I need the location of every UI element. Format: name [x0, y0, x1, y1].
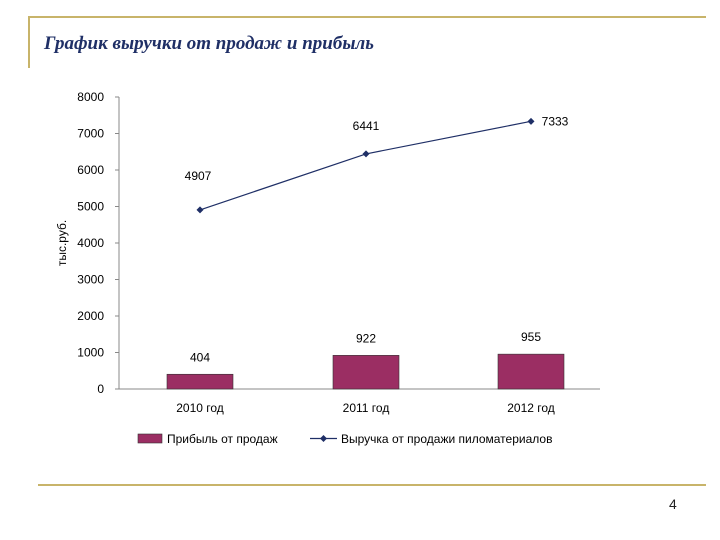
frame-bottom-line [38, 484, 706, 486]
bar [497, 353, 565, 390]
x-tick-label: 2010 год [176, 401, 224, 415]
page-number: 4 [669, 496, 677, 512]
legend-label-line: Выручка от продажи пиломатериалов [341, 432, 552, 446]
legend-swatch-bar [137, 433, 163, 444]
legend-label-bar: Прибыль от продаж [167, 432, 278, 446]
y-axis-title: тыс.руб. [55, 220, 69, 266]
y-tick-label: 1000 [77, 346, 104, 360]
frame-left-line [28, 16, 30, 68]
line-data-label: 6441 [353, 119, 380, 133]
y-tick-label: 2000 [77, 309, 104, 323]
bar-data-label: 404 [190, 350, 210, 364]
x-tick-label: 2011 год [343, 401, 390, 415]
frame-top-line [28, 16, 706, 18]
y-tick-label: 7000 [77, 127, 104, 141]
slide-title: График выручки от продаж и прибыль [44, 33, 374, 54]
line-point [527, 117, 535, 125]
x-tick-label: 2012 год [507, 401, 555, 415]
y-tick-label: 5000 [77, 200, 104, 214]
bar-data-label: 922 [356, 331, 376, 345]
y-tick-label: 0 [97, 382, 104, 396]
line-data-label: 4907 [185, 169, 212, 183]
bar [166, 373, 234, 390]
y-tick-label: 3000 [77, 273, 104, 287]
line-point [196, 206, 204, 214]
line-series-path [199, 120, 532, 211]
line-data-label: 7333 [542, 114, 569, 128]
bar-data-label: 955 [521, 330, 541, 344]
y-tick-label: 8000 [77, 90, 104, 104]
y-tick-label: 4000 [77, 236, 104, 250]
line-point [362, 150, 370, 158]
y-tick-label: 6000 [77, 163, 104, 177]
legend-swatch-marker [320, 435, 327, 442]
bar [332, 355, 400, 390]
